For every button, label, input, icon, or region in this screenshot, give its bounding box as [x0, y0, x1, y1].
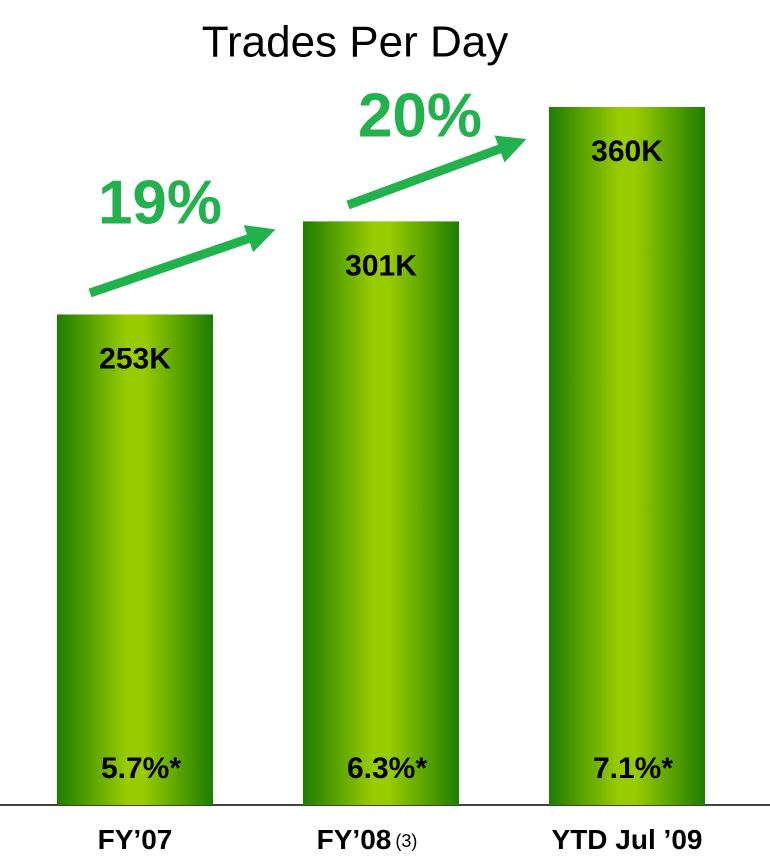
bar — [549, 107, 705, 805]
value-label: 301K — [345, 249, 417, 282]
bar — [303, 221, 459, 806]
growth-arrow — [88, 225, 276, 298]
category: FY’08 — [317, 824, 392, 855]
bar — [57, 314, 213, 805]
value-label: 360K — [591, 135, 663, 168]
x-tick-label: FY’08 (3) — [317, 824, 418, 855]
category: YTD Jul ’09 — [552, 824, 703, 855]
bar-note: 6.3%* — [347, 752, 427, 785]
bar-note: 5.7%* — [101, 752, 181, 785]
x-tick-label: FY’07 — [98, 824, 173, 855]
growth-arrow — [346, 135, 527, 210]
category: FY’07 — [98, 824, 173, 855]
chart-title: Trades Per Day — [202, 18, 508, 67]
growth-label: 20% — [358, 81, 482, 150]
footnote: (3) — [395, 831, 417, 851]
value-label: 253K — [99, 342, 171, 375]
growth-label: 19% — [98, 168, 222, 237]
x-tick-label: YTD Jul ’09 — [552, 824, 703, 855]
bar-note: 7.1%* — [593, 752, 673, 785]
